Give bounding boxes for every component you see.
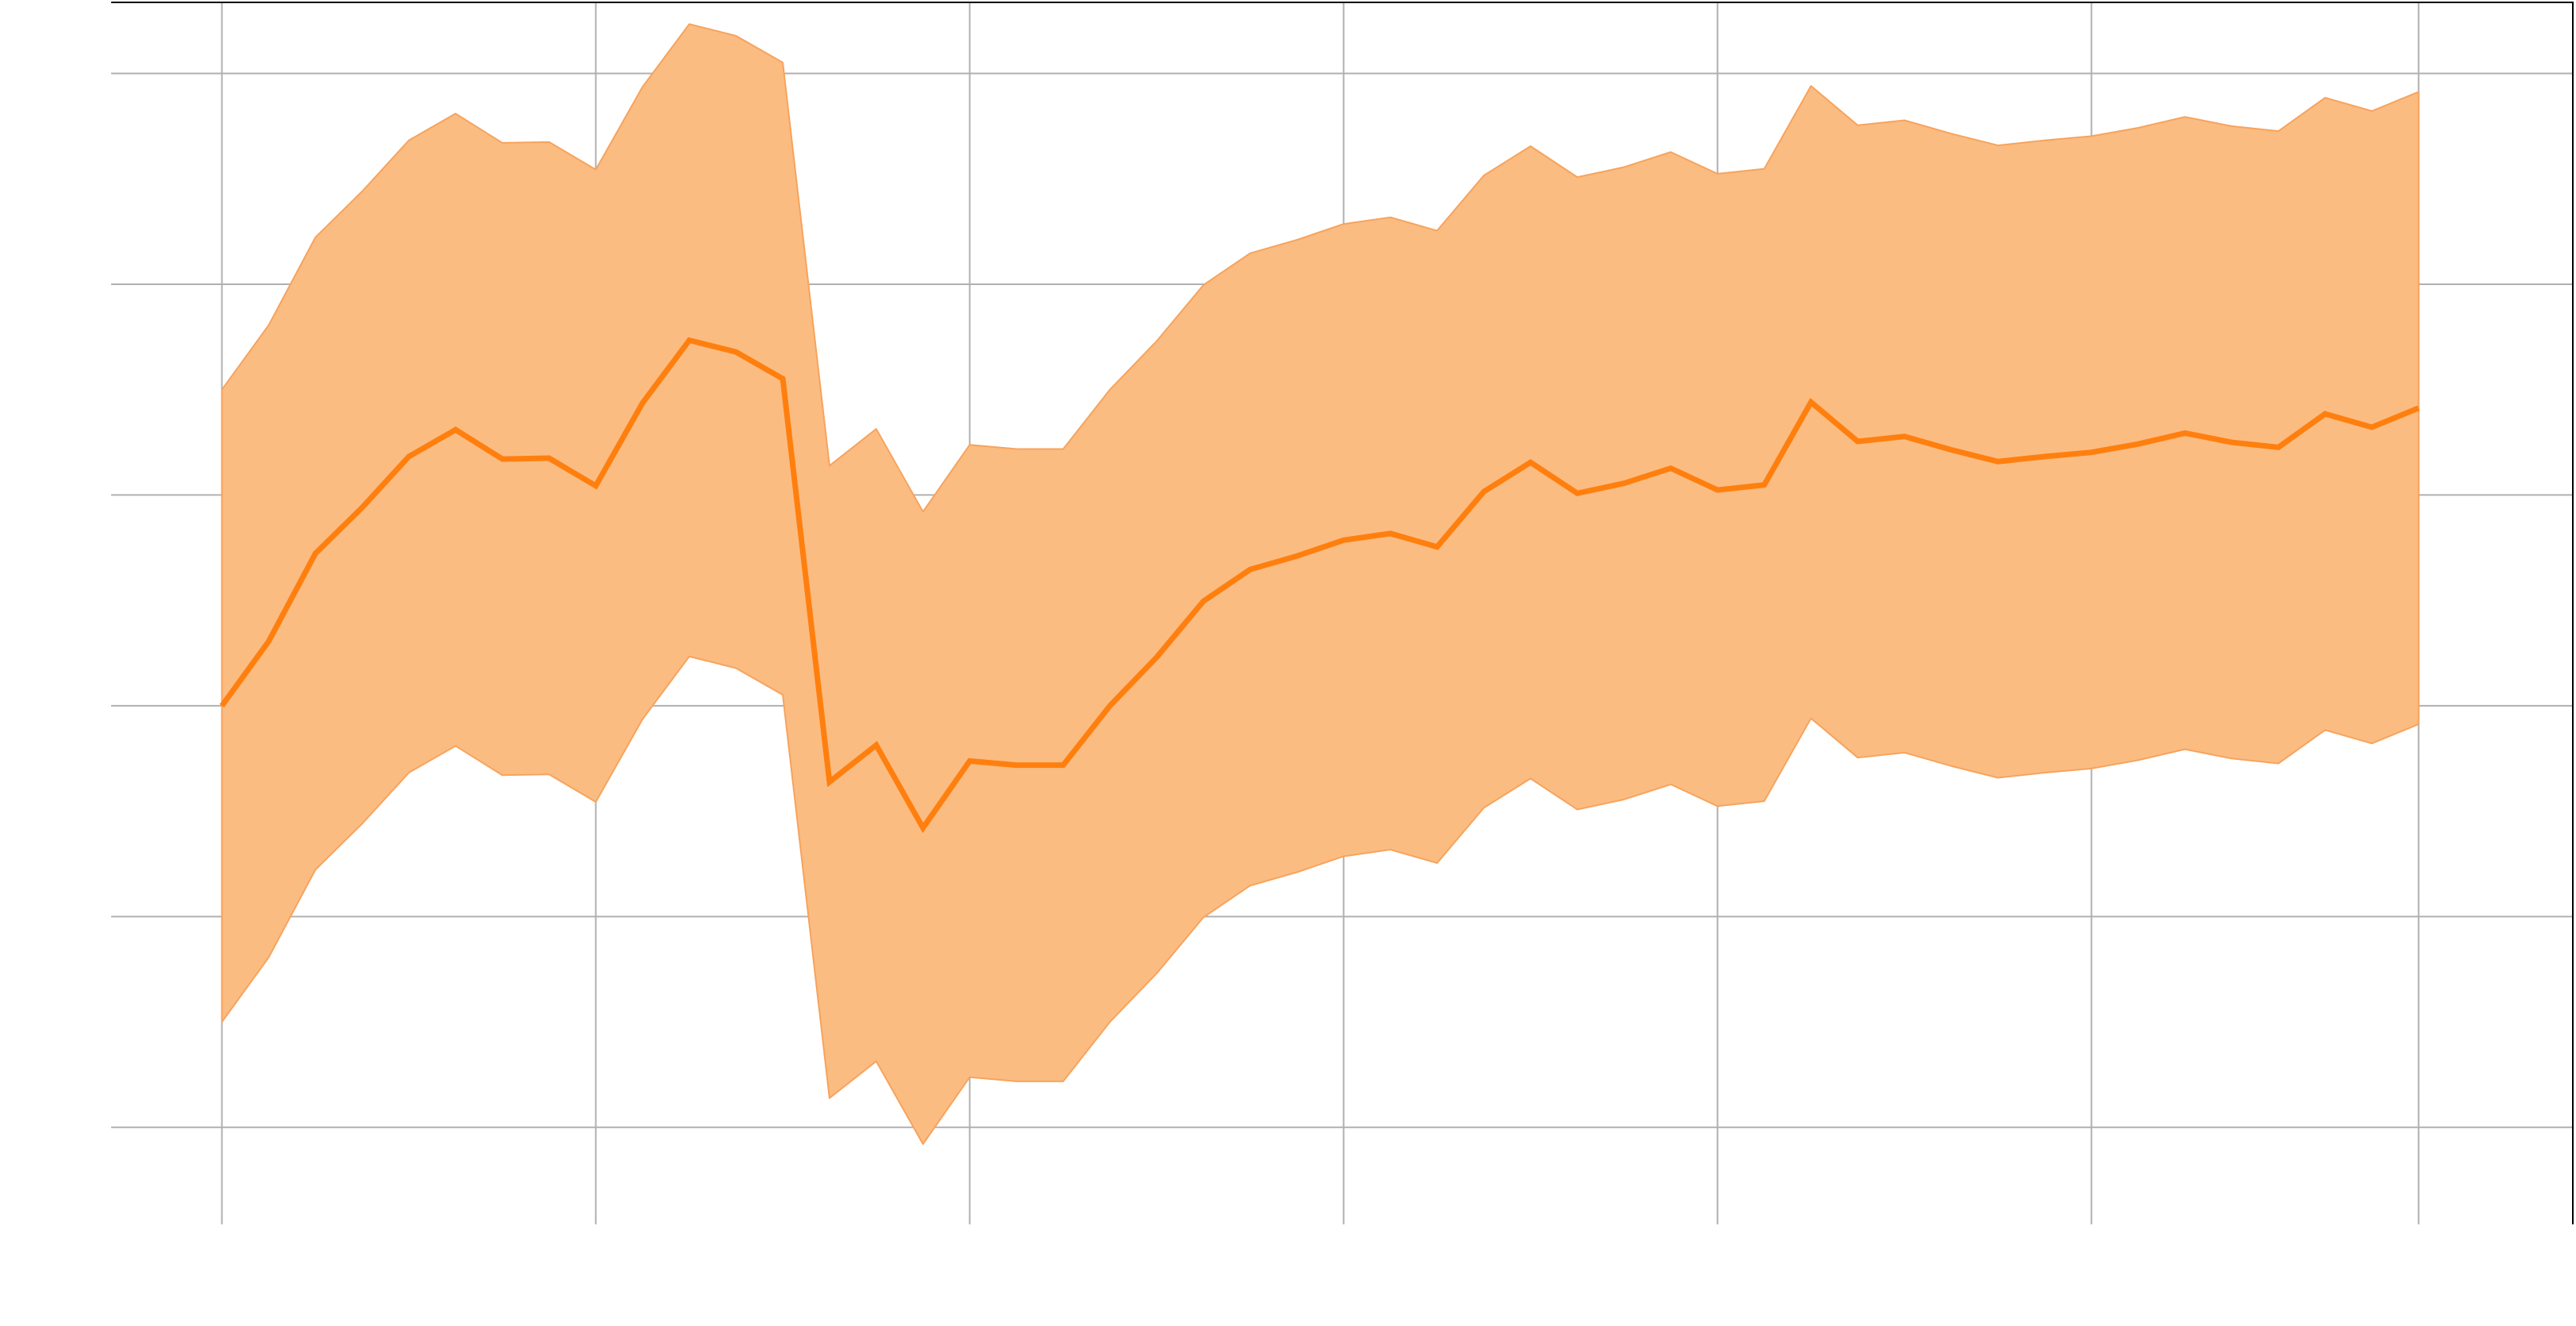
band-layer [221,23,2420,1145]
mean-line [219,337,2420,834]
line-layer [219,337,2420,834]
axes-layer [111,2,2574,1224]
confidence-band [221,23,2420,1145]
